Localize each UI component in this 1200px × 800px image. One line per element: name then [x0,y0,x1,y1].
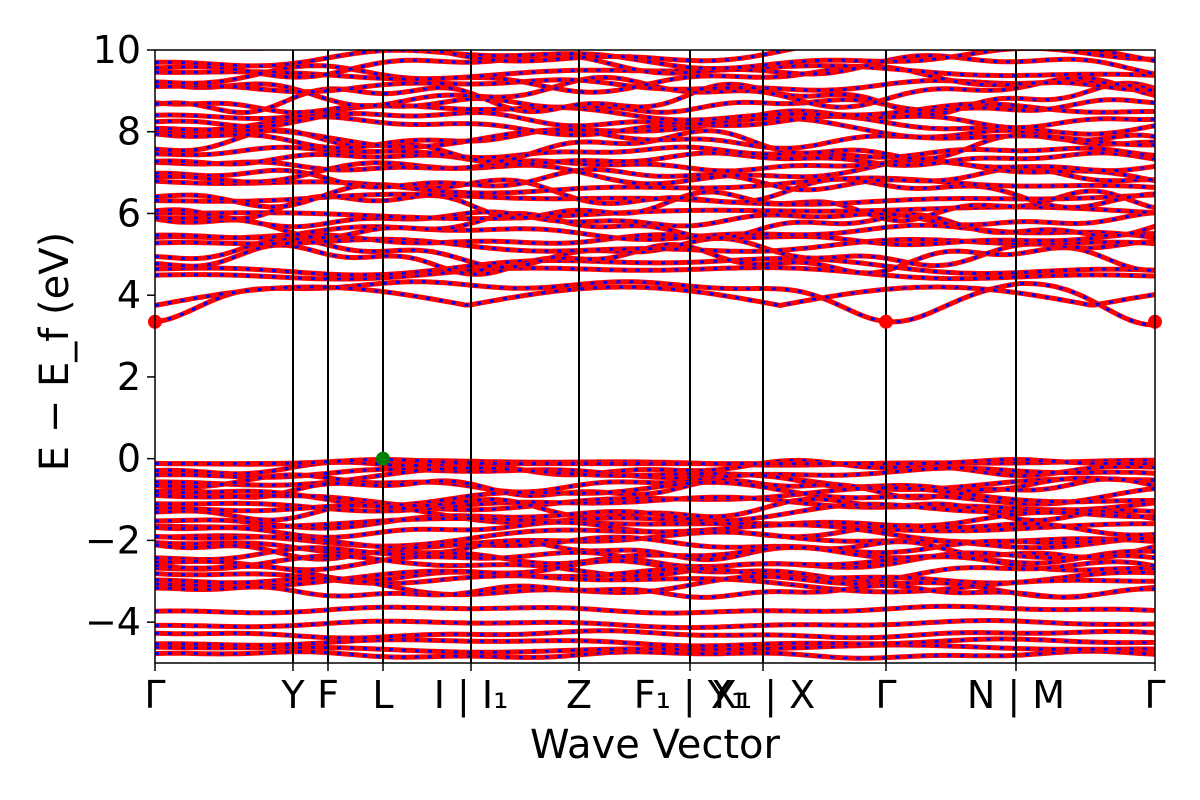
kpoint-label: Z [566,673,592,717]
y-tick-label: 6 [117,191,141,235]
band-line-spin-46 [155,192,1155,206]
band-line-spin-1 [155,643,1155,654]
band-line-spin-6 [155,458,1155,467]
band-line-spin-32 [155,458,1155,466]
y-tick-label: −2 [85,518,141,562]
band-line-31 [155,583,1155,600]
band-line-5 [155,603,1155,616]
band-line-58 [155,108,1155,131]
kpoint-label: Y [280,673,305,717]
y-tick-label: 4 [117,273,141,317]
band-line-spin-13 [155,486,1155,512]
y-axis-label: E − E_f (eV) [32,232,78,471]
band-line-spin-3 [155,629,1155,640]
band-line-34 [155,284,1155,308]
band-line-spin-14 [155,495,1155,513]
band-line-67 [155,50,1155,71]
band-line-spin-5 [155,604,1155,615]
cbm-marker-1 [879,314,893,329]
band-line-68 [223,50,1155,64]
band-line-51 [155,157,1155,174]
band-line-4 [155,618,1155,631]
band-line-55 [155,126,1155,151]
band-line-2 [155,636,1155,649]
band-line-26 [155,553,1155,579]
band-line-16 [155,501,1155,526]
y-tick-label: 0 [117,437,141,481]
band-line-49 [155,165,1155,193]
kpoint-divider-lines [292,50,1017,663]
band-edge-markers [148,314,1162,466]
band-line-0 [155,648,1155,661]
y-tick-label: −4 [85,600,141,644]
band-line-spin-51 [155,158,1155,173]
y-tick-label: 10 [93,28,141,72]
band-line-spin-47 [155,177,1155,209]
kpoint-label: L [372,673,393,717]
band-line-spin-29 [155,569,1155,594]
band-line-spin-59 [155,102,1155,122]
band-line-64 [155,63,1155,95]
kpoint-label: Γ [1144,673,1165,717]
band-line-17 [155,508,1155,531]
kpoint-label: I | I₁ [434,673,509,718]
band-line-22 [155,534,1155,556]
band-line-spin-42 [155,211,1155,240]
kpoint-label: F₁ | Y₁ [634,673,747,718]
x-axis-label: Wave Vector [530,722,781,768]
kpoint-label: N | M [967,673,1065,718]
band-line-spin-4 [155,619,1155,630]
band-line-52 [155,150,1155,168]
band-line-spin-18 [155,517,1155,533]
band-line-spin-40 [155,232,1155,247]
vbm-marker [376,451,390,466]
band-line-spin-53 [155,145,1155,160]
plot-frame [154,49,1156,664]
band-line-spin-8 [155,466,1155,480]
band-line-60 [155,95,1155,115]
band-line-spin-65 [155,64,1155,81]
band-line-66 [155,52,1155,80]
band-line-56 [155,115,1155,150]
bands-layer [155,50,1155,661]
kpoint-label: F [317,673,339,717]
band-line-spin-9 [155,466,1155,491]
kpoint-label: Γ [875,673,896,717]
band-line-11 [155,476,1155,501]
y-tick-label: 2 [117,355,141,399]
y-axis-ticks: −4 −2 0 2 4 6 8 10 [85,28,155,644]
band-line-spin-2 [155,637,1155,648]
band-line-spin-0 [155,649,1155,660]
band-line-spin-21 [155,530,1155,550]
band-line-spin-36 [155,256,1155,277]
kpoint-label: Γ [144,673,165,717]
band-line-43 [155,209,1155,230]
band-line-spin-35 [155,266,1155,281]
kpoint-label: X₁ | X [711,673,815,718]
y-tick-label: 8 [117,110,141,154]
band-line-spin-48 [155,176,1155,195]
